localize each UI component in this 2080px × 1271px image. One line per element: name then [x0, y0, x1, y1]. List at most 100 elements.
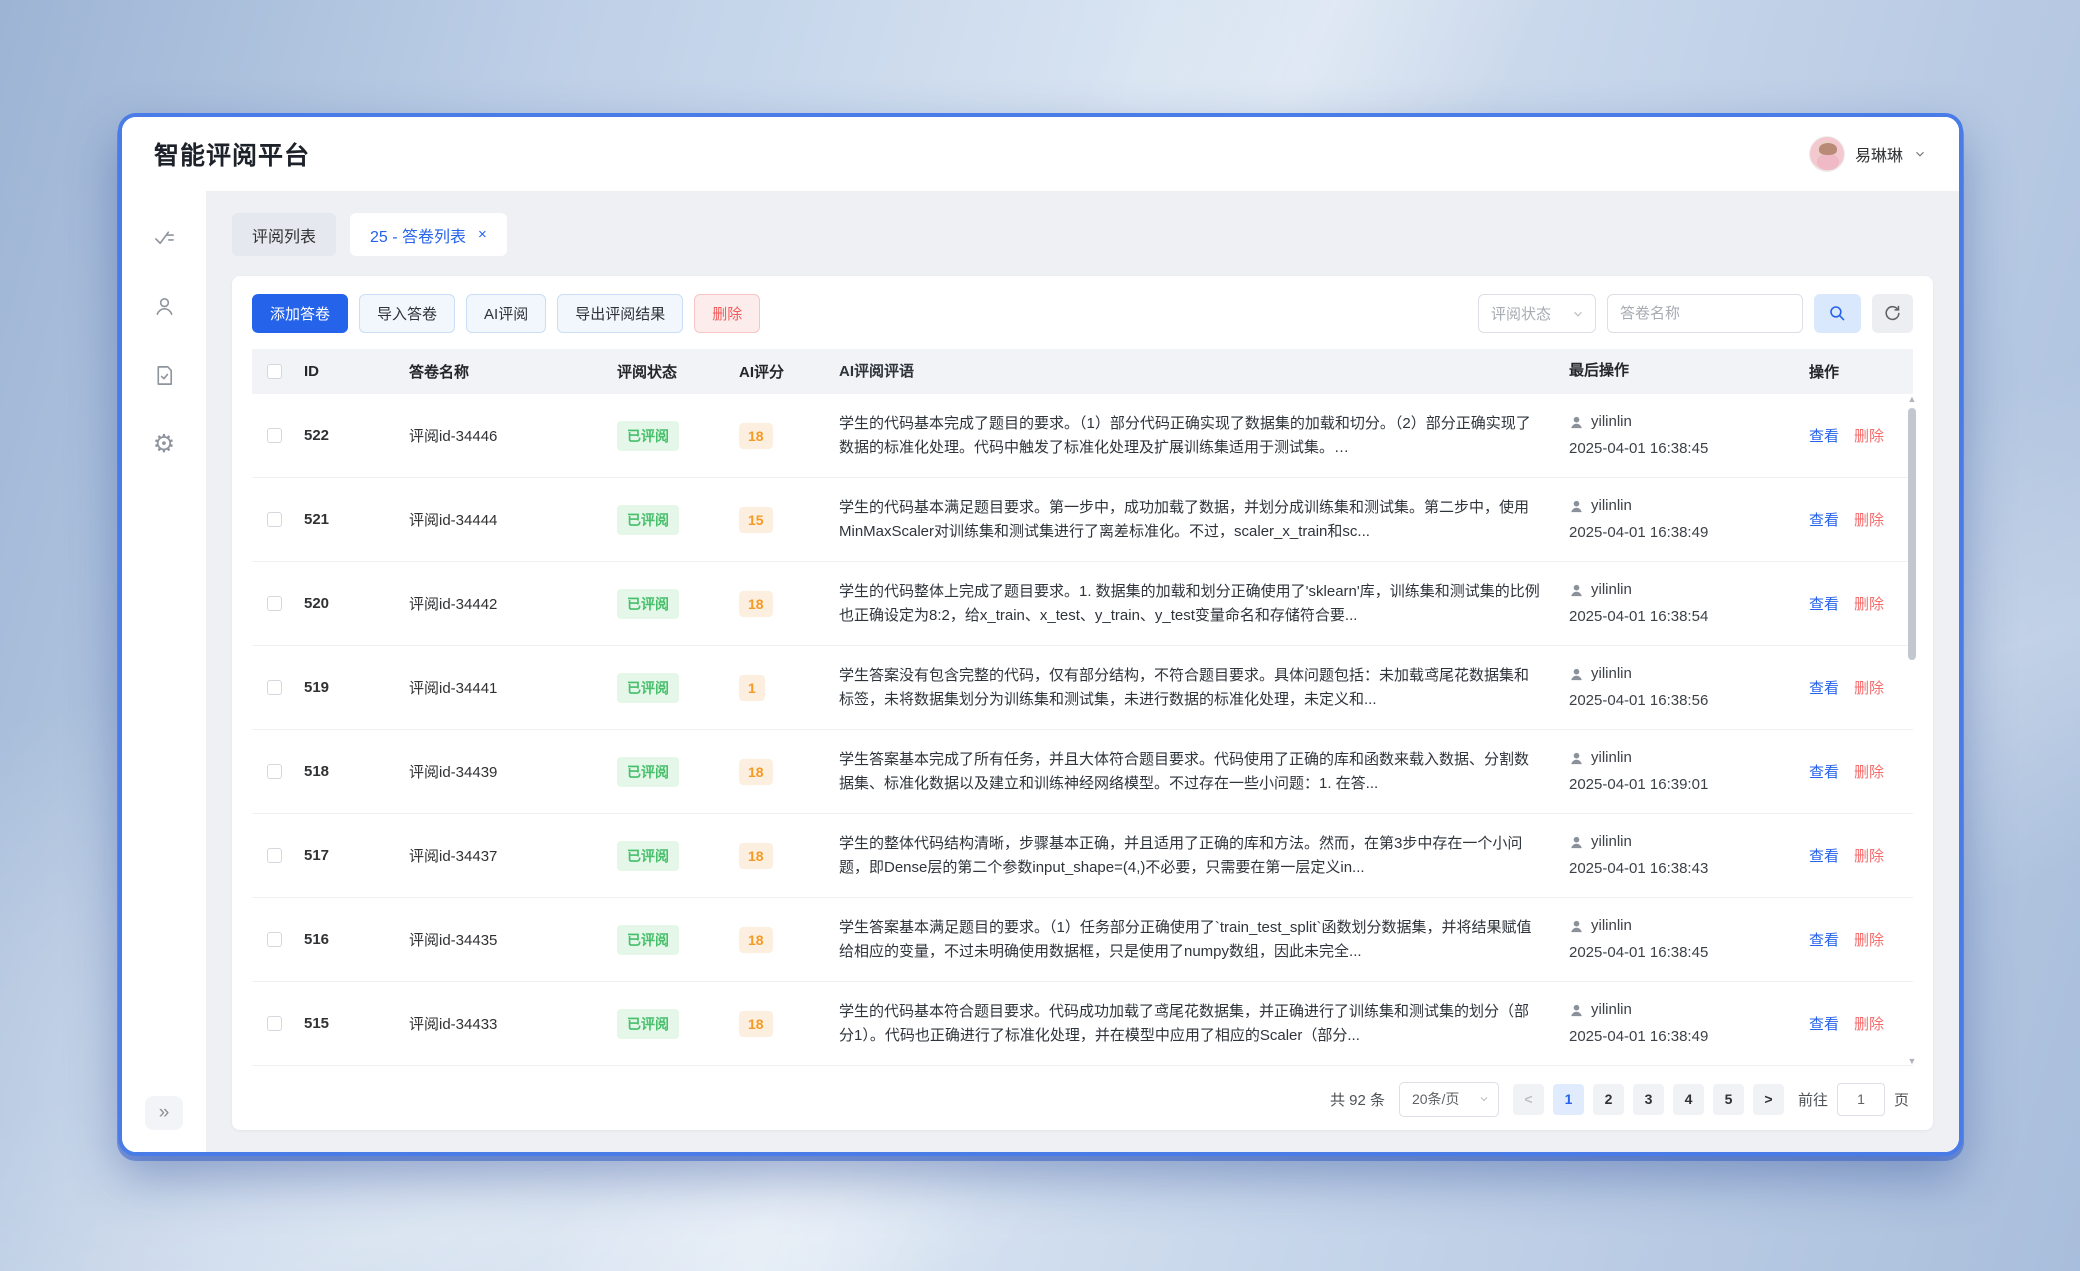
view-link[interactable]: 查看	[1809, 764, 1840, 781]
chevron-down-icon	[1916, 151, 1924, 157]
row-id: 522	[304, 427, 330, 444]
view-link[interactable]: 查看	[1809, 932, 1840, 949]
score-badge: 18	[739, 758, 773, 785]
row-checkbox[interactable]	[266, 932, 282, 947]
row-timestamp: 2025-04-01 16:38:56	[1569, 691, 1709, 709]
status-badge: 已评阅	[617, 504, 679, 535]
row-last-operation: yilinlin 2025-04-01 16:38:43	[1569, 829, 1809, 882]
view-link[interactable]: 查看	[1809, 512, 1840, 529]
row-checkbox[interactable]	[266, 680, 282, 695]
delete-link[interactable]: 删除	[1854, 1016, 1885, 1033]
next-page-button[interactable]: >	[1752, 1083, 1784, 1115]
scroll-up-icon[interactable]: ▲	[1907, 394, 1917, 404]
toolbar-buttons: 添加答卷 导入答卷 AI评阅 导出评阅结果 删除	[252, 294, 761, 333]
row-timestamp: 2025-04-01 16:38:45	[1569, 943, 1709, 961]
page-button-5[interactable]: 5	[1712, 1083, 1744, 1115]
status-badge: 已评阅	[617, 588, 679, 619]
row-checkbox[interactable]	[266, 848, 282, 863]
view-link[interactable]: 查看	[1809, 848, 1840, 865]
checklist-icon[interactable]	[152, 225, 176, 249]
page-button-2[interactable]: 2	[1592, 1083, 1624, 1115]
table-row: 522 评阅id-34446 已评阅 18 学生的代码基本完成了题目的要求。（1…	[252, 394, 1913, 478]
row-answer-name: 评阅id-34435	[409, 932, 498, 949]
row-actions: 查看 删除	[1809, 1013, 1913, 1034]
table-row: 520 评阅id-34442 已评阅 18 学生的代码整体上完成了题目要求。1.…	[252, 562, 1913, 646]
row-timestamp: 2025-04-01 16:38:49	[1569, 1027, 1709, 1045]
goto-page-input[interactable]	[1836, 1082, 1885, 1116]
row-ai-comment: 学生答案基本完成了所有任务，并且大体符合题目要求。代码使用了正确的库和函数来载入…	[839, 751, 1530, 792]
row-id: 517	[304, 847, 330, 864]
view-link[interactable]: 查看	[1809, 680, 1840, 697]
prev-page-button[interactable]: <	[1512, 1083, 1544, 1115]
delete-button[interactable]: 删除	[694, 294, 761, 333]
row-ai-comment: 学生答案基本满足题目的要求。（1）任务部分正确使用了`train_test_sp…	[839, 919, 1532, 960]
table-row: 519 评阅id-34441 已评阅 1 学生答案没有包含完整的代码，仅有部分结…	[252, 646, 1913, 730]
page-button-1[interactable]: 1	[1552, 1083, 1584, 1115]
tab-review-list[interactable]: 评阅列表	[232, 213, 337, 256]
scrollbar-thumb[interactable]	[1908, 408, 1916, 660]
tab-answer-list[interactable]: 25 - 答卷列表 ×	[350, 213, 507, 256]
delete-link[interactable]: 删除	[1854, 512, 1885, 529]
add-answer-button[interactable]: 添加答卷	[252, 294, 349, 333]
table-scrollbar[interactable]: ▲ ▼	[1905, 394, 1919, 1066]
delete-link[interactable]: 删除	[1854, 680, 1885, 697]
table-row: 516 评阅id-34435 已评阅 18 学生答案基本满足题目的要求。（1）任…	[252, 898, 1913, 982]
person-icon	[1571, 920, 1582, 932]
page-button-4[interactable]: 4	[1672, 1083, 1704, 1115]
status-select[interactable]: 评阅状态	[1478, 294, 1596, 333]
row-answer-name: 评阅id-34433	[409, 1016, 498, 1033]
user-icon[interactable]	[152, 294, 176, 318]
import-answer-button[interactable]: 导入答卷	[359, 294, 456, 333]
toolbar: 添加答卷 导入答卷 AI评阅 导出评阅结果 删除 评阅状态	[252, 294, 1913, 333]
total-count: 共 92 条	[1329, 1091, 1385, 1109]
delete-link[interactable]: 删除	[1854, 596, 1885, 613]
sidebar-collapse-button[interactable]: »	[145, 1096, 183, 1130]
row-id: 521	[304, 511, 330, 528]
delete-link[interactable]: 删除	[1854, 428, 1885, 445]
tab-bar: 评阅列表 25 - 答卷列表 ×	[232, 213, 1933, 256]
row-actions: 查看 删除	[1809, 845, 1913, 866]
row-checkbox[interactable]	[266, 764, 282, 779]
page-button-3[interactable]: 3	[1632, 1083, 1664, 1115]
delete-link[interactable]: 删除	[1854, 932, 1885, 949]
scroll-down-icon[interactable]: ▼	[1907, 1056, 1917, 1066]
row-checkbox[interactable]	[266, 428, 282, 443]
view-link[interactable]: 查看	[1809, 1016, 1840, 1033]
view-link[interactable]: 查看	[1809, 596, 1840, 613]
person-icon	[1571, 668, 1582, 680]
row-checkbox[interactable]	[266, 1016, 282, 1031]
select-all-checkbox[interactable]	[266, 364, 282, 379]
refresh-button[interactable]	[1872, 294, 1913, 333]
row-last-operation: yilinlin 2025-04-01 16:38:49	[1569, 997, 1809, 1050]
page-size-select[interactable]: 20条/页	[1398, 1081, 1499, 1117]
row-answer-name: 评阅id-34441	[409, 680, 498, 697]
delete-link[interactable]: 删除	[1854, 848, 1885, 865]
tab-close-icon[interactable]: ×	[478, 226, 487, 243]
ai-review-button[interactable]: AI评阅	[466, 294, 547, 333]
search-button[interactable]	[1814, 294, 1861, 333]
row-checkbox[interactable]	[266, 512, 282, 527]
user-menu[interactable]: 易琳琳	[1808, 136, 1927, 172]
document-check-icon[interactable]	[152, 363, 176, 387]
table-row: 521 评阅id-34444 已评阅 15 学生的代码基本满足题目要求。第一步中…	[252, 478, 1913, 562]
status-badge: 已评阅	[617, 1008, 679, 1039]
row-operator: yilinlin	[1591, 413, 1632, 431]
person-icon	[1571, 836, 1582, 848]
app-window: 智能评阅平台 易琳琳 ⚙ »	[118, 113, 1963, 1156]
app-title: 智能评阅平台	[154, 142, 311, 170]
answer-name-input[interactable]	[1607, 294, 1803, 333]
delete-link[interactable]: 删除	[1854, 764, 1885, 781]
user-name: 易琳琳	[1854, 148, 1903, 165]
export-results-button[interactable]: 导出评阅结果	[557, 294, 684, 333]
row-actions: 查看 删除	[1809, 677, 1913, 698]
row-answer-name: 评阅id-34439	[409, 764, 498, 781]
row-ai-comment: 学生的代码基本完成了题目的要求。（1）部分代码正确实现了数据集的加载和切分。（2…	[839, 415, 1531, 456]
status-badge: 已评阅	[617, 672, 679, 703]
row-checkbox[interactable]	[266, 596, 282, 611]
settings-gear-icon[interactable]: ⚙	[152, 429, 176, 458]
app-header: 智能评阅平台 易琳琳	[122, 117, 1959, 191]
view-link[interactable]: 查看	[1809, 428, 1840, 445]
row-operator: yilinlin	[1591, 833, 1632, 851]
row-answer-name: 评阅id-34442	[409, 596, 498, 613]
